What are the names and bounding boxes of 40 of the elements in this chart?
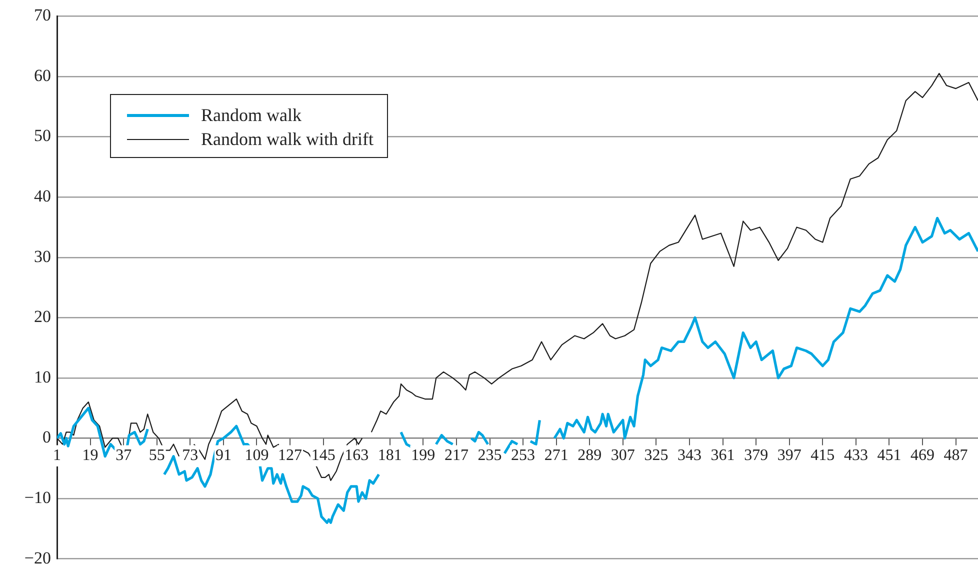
x-tick-label: 109 (244, 447, 269, 464)
x-tick-label: 415 (810, 447, 835, 464)
x-tick-label: 343 (677, 447, 702, 464)
x-tick-label: 235 (478, 447, 502, 464)
legend-label: Random walk (201, 104, 302, 127)
x-tick-label: 253 (511, 447, 536, 464)
x-tick-label: 37 (116, 447, 132, 464)
y-tick-label: 20 (34, 307, 51, 326)
y-tick-label: 60 (34, 66, 51, 85)
x-tick-label: 145 (311, 447, 336, 464)
y-tick-label: 50 (34, 126, 51, 146)
x-tick-label: 289 (578, 447, 602, 464)
y-tick-label: 70 (34, 6, 51, 25)
x-tick-label: 181 (378, 447, 402, 464)
x-tick-label: 163 (344, 447, 369, 464)
x-tick-label: 361 (710, 447, 735, 464)
y-tick-label: −10 (24, 488, 51, 507)
x-tick-label: 55 (148, 447, 165, 464)
x-tick-label: 73 (182, 447, 198, 464)
y-tick-label: 0 (42, 428, 51, 447)
x-tick-label: 379 (744, 447, 768, 464)
y-tick-label: 10 (34, 367, 51, 386)
x-tick-label: 127 (278, 447, 302, 464)
x-tick-label: 19 (82, 447, 98, 464)
legend-label: Random walk with drift (201, 128, 374, 151)
x-tick-label: 451 (877, 447, 902, 464)
y-tick-label: 30 (34, 246, 51, 266)
x-tick-label: 271 (544, 447, 568, 464)
x-tick-label: 307 (610, 447, 635, 464)
y-tick-label: −20 (24, 548, 51, 568)
x-tick-label: 487 (944, 447, 968, 464)
x-tick-label: 325 (644, 447, 668, 464)
x-tick-label: 433 (844, 447, 868, 464)
y-tick-label: 40 (34, 186, 51, 206)
x-tick-label: 469 (910, 447, 935, 464)
x-tick-label: 91 (215, 447, 232, 464)
x-tick-label: 199 (411, 447, 436, 464)
x-tick-label: 397 (777, 447, 802, 464)
x-tick-label: 1 (53, 447, 61, 464)
x-tick-label: 217 (444, 447, 468, 464)
